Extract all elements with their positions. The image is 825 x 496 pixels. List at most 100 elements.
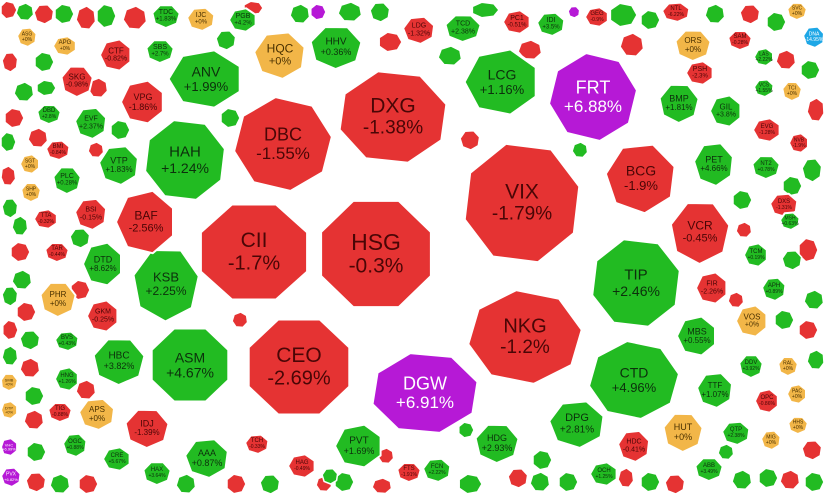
heatmap-cell-bvs[interactable]: BVS+0.43% — [54, 330, 80, 352]
heatmap-cell-ral[interactable]: RAL+0% — [777, 355, 799, 377]
heatmap-cell-och[interactable]: OCH+1.25% — [589, 461, 618, 487]
heatmap-cell-hdg[interactable]: HDG+2.93% — [474, 423, 520, 464]
heatmap-cell-cii[interactable]: CII-1.7% — [198, 202, 310, 302]
heatmap-cell-ctd[interactable]: CTD+4.96% — [587, 339, 681, 421]
heatmap-cell-anv[interactable]: ANV+1.99% — [166, 48, 242, 110]
heatmap-cell-geg[interactable]: GEG-0.9% — [584, 6, 609, 28]
heatmap-cell-fts[interactable]: FTS-1.91% — [396, 461, 422, 483]
heatmap-cell-asg[interactable]: ASG+0% — [16, 26, 38, 48]
heatmap-cell-ogc[interactable]: OGC+0.88% — [62, 432, 88, 458]
heatmap-cell-nt2[interactable]: NT2+0.78% — [751, 155, 781, 180]
heatmap-cell-dtd[interactable]: DTD+8.62% — [82, 241, 122, 287]
heatmap-cell-tch[interactable]: TCH-0.33% — [244, 433, 270, 455]
heatmap-cell-sam[interactable]: SAM-0.28% — [727, 29, 753, 51]
heatmap-cell-lcg[interactable]: LCG+1.16% — [462, 47, 538, 117]
heatmap-cell-hut[interactable]: HUT+0% — [662, 412, 704, 453]
heatmap-cell-dtp[interactable]: DTP+0% — [0, 400, 19, 420]
heatmap-cell-ksb[interactable]: KSB+2.25% — [131, 248, 201, 324]
heatmap-cell-plc[interactable]: PLC+0.28% — [52, 166, 82, 195]
heatmap-cell-ddv[interactable]: DDV+3.92% — [738, 354, 764, 379]
heatmap-cell-aaa[interactable]: AAA+0.87% — [184, 438, 229, 479]
heatmap-cell-sgt[interactable]: SGT+0% — [19, 153, 40, 175]
heatmap-cell-tci[interactable]: TCI+0% — [781, 80, 803, 102]
heatmap-cell-bcg[interactable]: BCG-1.9% — [603, 142, 677, 216]
heatmap-cell-hbc[interactable]: HBC+3.82% — [92, 338, 146, 386]
heatmap-cell-ijc[interactable]: IJC+0% — [186, 6, 216, 32]
heatmap-cell-dbc[interactable]: DBC-1.55% — [232, 95, 334, 193]
heatmap-cell-pvx[interactable]: PVX+6.82% — [0, 466, 22, 488]
heatmap-cell-ntl[interactable]: NTL-6.22% — [661, 1, 691, 23]
heatmap-cell-gkm[interactable]: GKM-0.25% — [86, 299, 119, 333]
heatmap-cell-tar[interactable]: TAR-0.44% — [44, 241, 70, 263]
heatmap-cell-qtp[interactable]: QTP+2.38% — [721, 420, 751, 446]
heatmap-cell-vtp[interactable]: VTP+1.83% — [98, 145, 139, 186]
heatmap-cell-pac[interactable]: PAC+0% — [786, 383, 807, 405]
heatmap-cell-ceo[interactable]: CEO-2.69% — [246, 317, 352, 417]
heatmap-cell-shp[interactable]: SHP+0% — [20, 181, 42, 203]
heatmap-cell-apg[interactable]: APG+0% — [52, 35, 77, 57]
heatmap-cell-mig[interactable]: MIG+0% — [760, 429, 782, 451]
heatmap-cell-tcd[interactable]: TCD+2.38% — [444, 14, 482, 43]
heatmap-cell-las[interactable]: LAS+2.22% — [753, 47, 774, 67]
heatmap-cell-idi[interactable]: IDI+3.5% — [536, 11, 566, 37]
heatmap-cell-gil[interactable]: GIL+3.8% — [709, 94, 742, 128]
heatmap-cell-evg[interactable]: EVG-1.28% — [752, 117, 781, 143]
heatmap-cell-ldg[interactable]: LDG-1.32% — [402, 15, 436, 45]
heatmap-cell-idj[interactable]: IDJ-1.39% — [124, 408, 170, 449]
heatmap-cell-tta[interactable]: TTA-0.32% — [33, 208, 58, 230]
heatmap-cell-vhc[interactable]: VHC+6.99% — [0, 437, 19, 457]
heatmap-cell-hhv[interactable]: HHV+0.36% — [309, 26, 363, 70]
heatmap-cell-hah[interactable]: HAH+1.24% — [143, 118, 227, 202]
heatmap-cell-vcr[interactable]: VCR-0.45% — [669, 202, 731, 265]
heatmap-cell-fir[interactable]: FIR-2.26% — [695, 271, 728, 305]
heatmap-cell-ttf[interactable]: TTF+1.07% — [696, 372, 733, 409]
heatmap-cell-dna[interactable]: DNA-14.95% — [802, 25, 825, 49]
heatmap-cell-skg[interactable]: SKG-0.98% — [60, 65, 94, 98]
heatmap-cell-pc1[interactable]: PC1-0.51% — [502, 9, 531, 35]
heatmap-cell-tip[interactable]: TIP+2.46% — [590, 237, 682, 329]
heatmap-cell-ors[interactable]: ORS+0% — [674, 29, 712, 62]
heatmap-cell-asm[interactable]: ASM+4.67% — [149, 326, 231, 404]
heatmap-cell-svc[interactable]: SVC+0% — [786, 1, 808, 21]
heatmap-cell-mbs[interactable]: MBS+0.55% — [676, 315, 716, 357]
heatmap-cell-cre[interactable]: CRE+5.67% — [102, 446, 131, 472]
heatmap-cell-tig[interactable]: TIG-0.88% — [47, 401, 73, 423]
heatmap-cell-vcs[interactable]: VCS+1.55% — [753, 78, 775, 98]
heatmap-cell-hdc[interactable]: HDC-0.41% — [617, 429, 651, 463]
heatmap-cell-opc[interactable]: OPC-0.86% — [754, 388, 779, 414]
heatmap-cell-aps[interactable]: APS+0% — [78, 397, 115, 431]
heatmap-cell-psh[interactable]: PSH-2.3% — [685, 60, 714, 86]
heatmap-cell-vpg[interactable]: VPG-1.86% — [120, 79, 164, 125]
heatmap-cell-hqc[interactable]: HQC+0% — [253, 31, 306, 80]
heatmap-cell-phr[interactable]: PHR+0% — [39, 281, 77, 318]
heatmap-cell-hhs[interactable]: HHS+0% — [787, 415, 809, 435]
heatmap-cell-dgw[interactable]: DGW+6.91% — [370, 351, 480, 435]
heatmap-cell-hag[interactable]: HAG-0.49% — [287, 453, 316, 479]
heatmap-cell-aph[interactable]: APH+0.89% — [761, 276, 787, 302]
heatmap-cell-abb[interactable]: ABB+3.49% — [694, 457, 724, 482]
heatmap-cell-nvb[interactable]: NVB-1.9% — [788, 132, 809, 154]
heatmap-cell-pet[interactable]: PET+4.66% — [693, 142, 734, 187]
heatmap-cell-pvt[interactable]: PVT+1.69% — [334, 423, 382, 469]
heatmap-cell-hax[interactable]: HAX+3.64% — [142, 461, 172, 486]
heatmap-cell-sbs[interactable]: SBS+2.7% — [145, 39, 175, 64]
heatmap-cell-vos[interactable]: VOS+0% — [735, 304, 768, 338]
heatmap-cell-dbd[interactable]: DBD+2.8% — [36, 103, 62, 125]
heatmap-cell-bmi[interactable]: BMI-0.84% — [45, 139, 71, 161]
heatmap-cell-hsg[interactable]: HSG-0.3% — [319, 198, 433, 310]
heatmap-cell-nkg[interactable]: NKG-1.2% — [466, 288, 584, 386]
heatmap-cell-frt[interactable]: FRT+6.88% — [547, 51, 639, 143]
heatmap-cell-pgb[interactable]: PGB+4.2% — [228, 7, 257, 33]
heatmap-cell-bmp[interactable]: BMP+1.81% — [658, 83, 700, 124]
heatmap-cell-baf[interactable]: BAF-2.56% — [115, 189, 174, 255]
heatmap-cell-fcn[interactable]: FCN+2.22% — [422, 457, 452, 483]
heatmap-cell-vix[interactable]: VIX-1.79% — [462, 141, 582, 265]
heatmap-cell-bsi[interactable]: BSI-0.15% — [74, 197, 108, 231]
heatmap-cell-smb[interactable]: SMB+0% — [0, 372, 19, 392]
heatmap-cell-ctf[interactable]: CTF-0.82% — [99, 38, 132, 72]
heatmap-cell-evf[interactable]: EVF+2.37% — [74, 106, 108, 140]
heatmap-cell-tcm[interactable]: TCM+0.19% — [743, 242, 768, 268]
heatmap-cell-hng[interactable]: HNG+1.26% — [54, 366, 79, 392]
heatmap-cell-dpg[interactable]: DPG+2.81% — [548, 400, 605, 449]
heatmap-cell-msh[interactable]: MSH+0.63% — [779, 211, 801, 231]
